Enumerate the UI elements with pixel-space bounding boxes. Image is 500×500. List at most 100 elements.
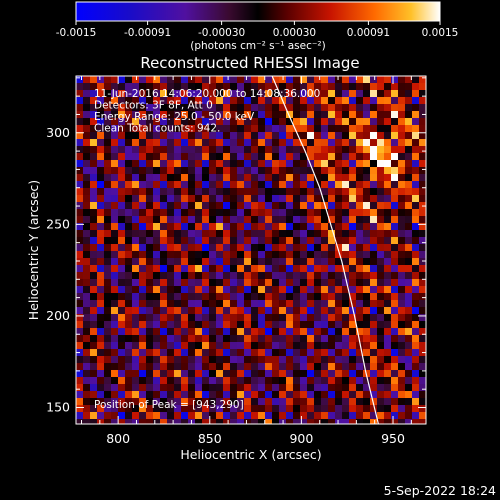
heatmap-cell: [328, 265, 336, 273]
heatmap-cell: [181, 342, 189, 350]
heatmap-cell: [265, 335, 273, 343]
heatmap-cell: [258, 370, 266, 378]
heatmap-cell: [300, 244, 308, 252]
heatmap-cell: [314, 398, 322, 406]
heatmap-cell: [125, 139, 133, 147]
heatmap-cell: [377, 321, 385, 329]
heatmap-cell: [335, 132, 343, 140]
heatmap-cell: [111, 174, 119, 182]
heatmap-cell: [146, 293, 154, 301]
heatmap-cell: [370, 356, 378, 364]
heatmap-cell: [139, 216, 147, 224]
heatmap-cell: [265, 223, 273, 231]
heatmap-cell: [139, 279, 147, 287]
heatmap-cell: [363, 202, 371, 210]
heatmap-cell: [125, 83, 133, 91]
heatmap-cell: [398, 307, 406, 315]
heatmap-cell: [342, 202, 350, 210]
heatmap-cell: [167, 363, 175, 371]
heatmap-cell: [146, 97, 154, 105]
heatmap-cell: [153, 139, 161, 147]
heatmap-cell: [265, 405, 273, 413]
heatmap-cell: [202, 90, 210, 98]
heatmap-cell: [132, 272, 140, 280]
heatmap-cell: [363, 279, 371, 287]
heatmap-cell: [356, 412, 364, 420]
heatmap-cell: [223, 160, 231, 168]
heatmap-cell: [342, 342, 350, 350]
heatmap-cell: [146, 202, 154, 210]
heatmap-cell: [286, 181, 294, 189]
heatmap-cell: [118, 377, 126, 385]
heatmap-cell: [153, 300, 161, 308]
heatmap-cell: [237, 251, 245, 259]
heatmap-cell: [146, 230, 154, 238]
heatmap-cell: [139, 174, 147, 182]
heatmap-cell: [251, 76, 259, 84]
heatmap-cell: [230, 328, 238, 336]
heatmap-cell: [104, 307, 112, 315]
heatmap-cell: [321, 237, 329, 245]
heatmap-cell: [111, 412, 119, 420]
heatmap-cell: [230, 139, 238, 147]
heatmap-cell: [230, 314, 238, 322]
heatmap-cell: [293, 300, 301, 308]
heatmap-cell: [230, 307, 238, 315]
heatmap-cell: [335, 412, 343, 420]
heatmap-cell: [349, 181, 357, 189]
heatmap-cell: [230, 223, 238, 231]
heatmap-cell: [405, 111, 413, 119]
heatmap-cell: [230, 300, 238, 308]
heatmap-cell: [216, 391, 224, 399]
heatmap-cell: [314, 321, 322, 329]
heatmap-cell: [405, 118, 413, 126]
heatmap-cell: [195, 118, 203, 126]
heatmap-cell: [83, 307, 91, 315]
heatmap-cell: [181, 76, 189, 84]
heatmap-cell: [279, 335, 287, 343]
heatmap-cell: [90, 153, 98, 161]
heatmap-cell: [335, 349, 343, 357]
heatmap-cell: [181, 209, 189, 217]
heatmap-cell: [174, 307, 182, 315]
heatmap-cell: [181, 391, 189, 399]
heatmap-cell: [314, 391, 322, 399]
heatmap-cell: [279, 167, 287, 175]
heatmap-cell: [279, 223, 287, 231]
heatmap-cell: [132, 132, 140, 140]
heatmap-cell: [405, 307, 413, 315]
heatmap-cell: [419, 384, 426, 392]
heatmap-cell: [76, 230, 84, 238]
heatmap-cell: [237, 202, 245, 210]
heatmap-cell: [202, 377, 210, 385]
heatmap-cell: [244, 384, 252, 392]
heatmap-cell: [272, 209, 280, 217]
heatmap-cell: [251, 174, 259, 182]
heatmap-cell: [314, 286, 322, 294]
heatmap-cell: [356, 125, 364, 133]
heatmap-cell: [314, 293, 322, 301]
heatmap-cell: [83, 125, 91, 133]
heatmap-cell: [230, 342, 238, 350]
heatmap-cell: [251, 258, 259, 266]
heatmap-cell: [244, 202, 252, 210]
heatmap-cell: [356, 174, 364, 182]
y-tick-label: 150: [46, 400, 70, 415]
heatmap-cell: [83, 363, 91, 371]
heatmap-cell: [97, 167, 105, 175]
heatmap-cell: [251, 370, 259, 378]
heatmap-cell: [314, 244, 322, 252]
heatmap-cell: [377, 132, 385, 140]
heatmap-cell: [356, 293, 364, 301]
heatmap-cell: [97, 272, 105, 280]
heatmap-cell: [209, 139, 217, 147]
y-tick-label: 300: [46, 125, 70, 140]
heatmap-cell: [307, 111, 315, 119]
heatmap-cell: [209, 342, 217, 350]
heatmap-cell: [216, 356, 224, 364]
heatmap-cell: [279, 83, 287, 91]
heatmap-cell: [188, 335, 196, 343]
heatmap-cell: [125, 181, 133, 189]
heatmap-cell: [90, 328, 98, 336]
heatmap-cell: [370, 111, 378, 119]
